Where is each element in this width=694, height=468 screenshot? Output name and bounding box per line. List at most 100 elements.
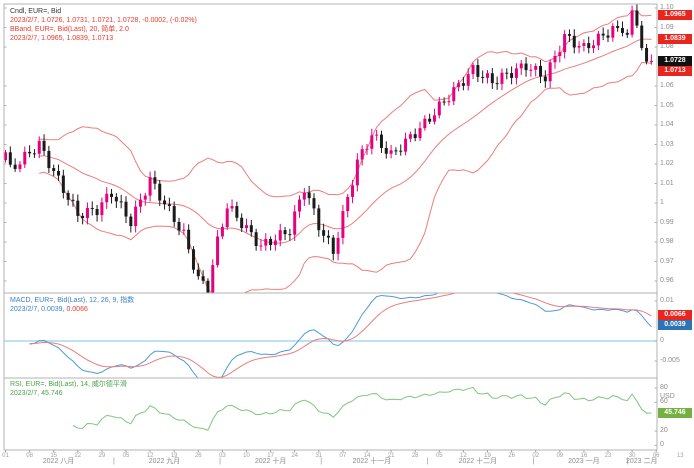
candle-body xyxy=(8,152,12,165)
candle-body xyxy=(57,170,61,176)
candle-body xyxy=(187,229,191,250)
bollinger-series-label: BBand, EUR=, Bid(Last), 20, 简单, 2.0 xyxy=(10,26,129,33)
candle-body xyxy=(225,208,229,227)
candle-body xyxy=(211,265,215,293)
candle-body xyxy=(447,101,451,103)
macd-line xyxy=(29,293,652,378)
candle-body xyxy=(61,175,65,193)
candle-body xyxy=(563,34,567,53)
candle-body xyxy=(625,32,629,35)
candle-body xyxy=(616,25,620,28)
candle-body xyxy=(143,195,147,200)
candle-body xyxy=(592,45,596,49)
rsi-values: 2023/2/7, 45.746 xyxy=(10,390,63,397)
candle-body xyxy=(47,150,51,169)
candle-body xyxy=(240,217,244,229)
candle-body xyxy=(370,135,374,149)
candle-body xyxy=(457,83,461,88)
candle-body xyxy=(413,134,417,139)
candle-body xyxy=(201,276,205,281)
candle-body xyxy=(153,177,157,184)
rsi-line xyxy=(72,386,652,431)
candle-body xyxy=(322,230,326,236)
candle-body xyxy=(90,207,94,209)
candle-body xyxy=(158,183,162,201)
candle-body xyxy=(312,198,316,209)
candle-body xyxy=(196,269,200,277)
candle-body xyxy=(177,221,181,231)
candle-body xyxy=(620,27,624,33)
candle-body xyxy=(85,207,89,219)
candle-body xyxy=(384,147,388,154)
bollinger-lower-band xyxy=(39,61,652,293)
candle-body xyxy=(283,230,287,235)
candle-body xyxy=(288,234,292,236)
bollinger-middle-band xyxy=(39,38,652,244)
candle-body xyxy=(519,63,523,69)
candle-body xyxy=(582,43,586,46)
candle-body xyxy=(18,164,22,169)
candle-body xyxy=(66,192,70,200)
candle-body xyxy=(28,151,32,154)
candle-body xyxy=(298,199,302,212)
candle-body xyxy=(302,192,306,200)
rsi-panel-legend: RSI, EUR=, Bid(Last), 14, 威尔德平滑 2023/2/7… xyxy=(10,380,127,398)
candle-body xyxy=(326,235,330,238)
candle-body xyxy=(606,35,610,38)
candle-body xyxy=(138,199,142,207)
candle-body xyxy=(32,153,36,155)
candle-body xyxy=(418,128,422,139)
candle-body xyxy=(259,245,263,247)
price-panel-legend: Cndl, EUR=, Bid 2023/2/7, 1.0726, 1.0731… xyxy=(10,7,197,43)
candle-body xyxy=(37,140,41,154)
candle-body xyxy=(134,206,138,227)
macd-signal-line xyxy=(29,293,652,378)
candle-body xyxy=(408,134,412,139)
candle-body xyxy=(471,65,475,75)
candle-body xyxy=(264,238,268,246)
bollinger-upper-band xyxy=(39,10,652,198)
candle-body xyxy=(4,152,7,161)
candle-body xyxy=(42,140,46,151)
candle-body xyxy=(514,68,518,78)
candle-body xyxy=(534,65,538,70)
candle-body xyxy=(191,249,195,270)
candle-body xyxy=(399,150,403,152)
candle-body xyxy=(167,204,171,207)
candle-body xyxy=(148,177,152,196)
rsi-series-label: RSI, EUR=, Bid(Last), 14, 威尔德平滑 xyxy=(10,381,127,388)
candle-body xyxy=(182,229,186,231)
candle-body xyxy=(476,65,480,77)
candle-body xyxy=(230,206,234,209)
candle-body xyxy=(596,33,600,46)
candle-ohlc-values: 2023/2/7, 1.0726, 1.0731, 1.0721, 1.0728… xyxy=(10,17,197,24)
candle-body xyxy=(95,208,99,216)
candle-body xyxy=(461,83,465,86)
candle-body xyxy=(490,73,494,84)
candle-body xyxy=(442,101,446,103)
candle-body xyxy=(428,118,432,122)
candle-body xyxy=(645,47,649,62)
candle-body xyxy=(529,69,533,71)
candle-body xyxy=(481,76,485,78)
candle-body xyxy=(630,10,634,35)
candle-body xyxy=(23,151,27,165)
candle-body xyxy=(293,211,297,235)
candle-body xyxy=(577,45,581,48)
candle-body xyxy=(355,159,359,186)
price-panel-graphics xyxy=(4,4,653,293)
candle-body xyxy=(331,237,335,254)
candle-body xyxy=(558,52,562,57)
candle-body xyxy=(245,225,248,229)
candle-body xyxy=(539,65,543,77)
candle-body xyxy=(307,192,311,199)
macd-panel-graphics xyxy=(4,293,657,378)
candle-body xyxy=(216,236,220,266)
candle-body xyxy=(389,150,393,154)
candle-body xyxy=(601,33,605,36)
candle-body xyxy=(611,25,615,38)
candle-body xyxy=(52,168,56,171)
candle-body xyxy=(548,62,552,82)
candle-body xyxy=(432,115,436,122)
